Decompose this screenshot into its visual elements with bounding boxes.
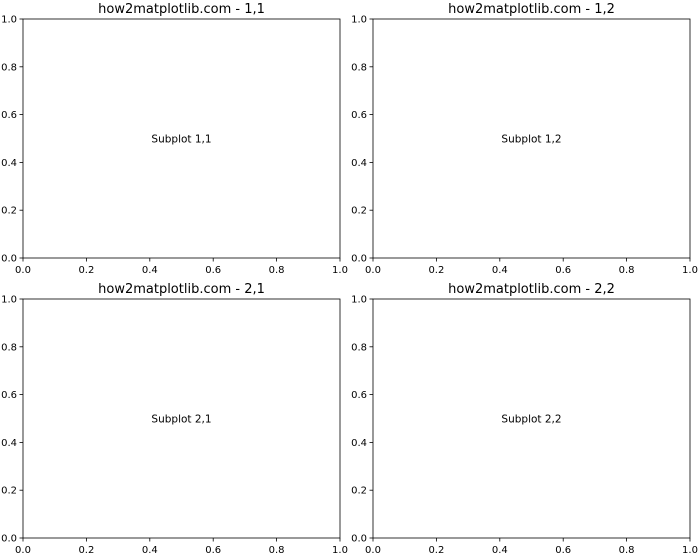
y-tick-label: 0.6	[1, 110, 17, 121]
x-tick-label: 0.8	[269, 265, 285, 276]
x-tick-label: 1.0	[682, 545, 698, 556]
y-tick-label: 0.0	[351, 254, 367, 265]
x-tick-label: 0.8	[269, 545, 285, 556]
y-tick-label: 0.4	[1, 438, 17, 449]
x-tick-label: 0.6	[205, 265, 221, 276]
y-tick-label: 0.0	[1, 534, 17, 545]
x-tick-label: 0.6	[555, 545, 571, 556]
subplot-4: how2matplotlib.com - 2,2 0.0 0.2 0.4 0.6 0.8 1…	[351, 282, 698, 556]
subplot-annotation: Subplot 2,2	[501, 414, 561, 426]
subplot-title: how2matplotlib.com - 2,1	[98, 282, 265, 297]
y-tick-label: 0.2	[1, 206, 17, 217]
x-tick-label: 0.4	[492, 265, 508, 276]
y-tick-label: 0.0	[351, 534, 367, 545]
subplot-annotation: Subplot 2,1	[151, 414, 211, 426]
y-tick-label: 0.0	[1, 254, 17, 265]
y-tick-label: 0.6	[351, 110, 367, 121]
x-tick-label: 0.6	[555, 265, 571, 276]
axes-frame	[372, 18, 691, 259]
y-tick-label: 1.0	[351, 15, 367, 26]
x-tick-label: 0.0	[365, 265, 381, 276]
y-tick-label: 0.6	[1, 390, 17, 401]
y-tick-label: 0.2	[351, 486, 367, 497]
x-tick-label: 1.0	[332, 545, 348, 556]
x-tick-label: 0.8	[619, 545, 635, 556]
subplot-annotation: Subplot 1,1	[151, 134, 211, 146]
y-tick-label: 0.4	[1, 158, 17, 169]
axes-frame	[22, 298, 341, 539]
y-tick-label: 1.0	[1, 15, 17, 26]
y-tick-label: 0.6	[351, 390, 367, 401]
x-tick-label: 0.2	[78, 265, 94, 276]
subplot-title: how2matplotlib.com - 1,1	[98, 2, 265, 17]
x-tick-label: 0.4	[492, 545, 508, 556]
subplot-annotation: Subplot 1,2	[501, 134, 561, 146]
x-tick-label: 0.4	[142, 545, 158, 556]
x-tick-label: 0.2	[428, 545, 444, 556]
axes-frame	[22, 18, 341, 259]
y-tick-label: 0.8	[351, 62, 367, 73]
x-tick-label: 0.2	[78, 545, 94, 556]
axes-frame	[372, 298, 691, 539]
subplot-2: how2matplotlib.com - 1,2 0.0 0.2 0.4 0.6 0.8 1…	[351, 2, 698, 276]
y-tick-label: 1.0	[1, 295, 17, 306]
y-tick-label: 0.8	[1, 342, 17, 353]
x-tick-label: 0.0	[15, 265, 31, 276]
subplot-title: how2matplotlib.com - 2,2	[448, 282, 615, 297]
subplot-title: how2matplotlib.com - 1,2	[448, 2, 615, 17]
y-tick-label: 0.8	[351, 342, 367, 353]
x-tick-label: 0.0	[15, 545, 31, 556]
y-tick-label: 0.2	[1, 486, 17, 497]
x-tick-label: 0.4	[142, 265, 158, 276]
subplot-3: how2matplotlib.com - 2,1 0.0 0.2 0.4 0.6 0.8 1…	[1, 282, 348, 556]
x-tick-label: 0.2	[428, 265, 444, 276]
x-tick-label: 0.6	[205, 545, 221, 556]
x-tick-label: 0.8	[619, 265, 635, 276]
x-tick-label: 1.0	[682, 265, 698, 276]
subplot-1: how2matplotlib.com - 1,1 0.0 0.2 0.4 0.6 0.8 1…	[1, 2, 348, 276]
y-tick-label: 0.4	[351, 438, 367, 449]
y-tick-label: 0.4	[351, 158, 367, 169]
x-tick-label: 1.0	[332, 265, 348, 276]
y-tick-label: 0.8	[1, 62, 17, 73]
x-tick-label: 0.0	[365, 545, 381, 556]
y-tick-label: 0.2	[351, 206, 367, 217]
y-tick-label: 1.0	[351, 295, 367, 306]
